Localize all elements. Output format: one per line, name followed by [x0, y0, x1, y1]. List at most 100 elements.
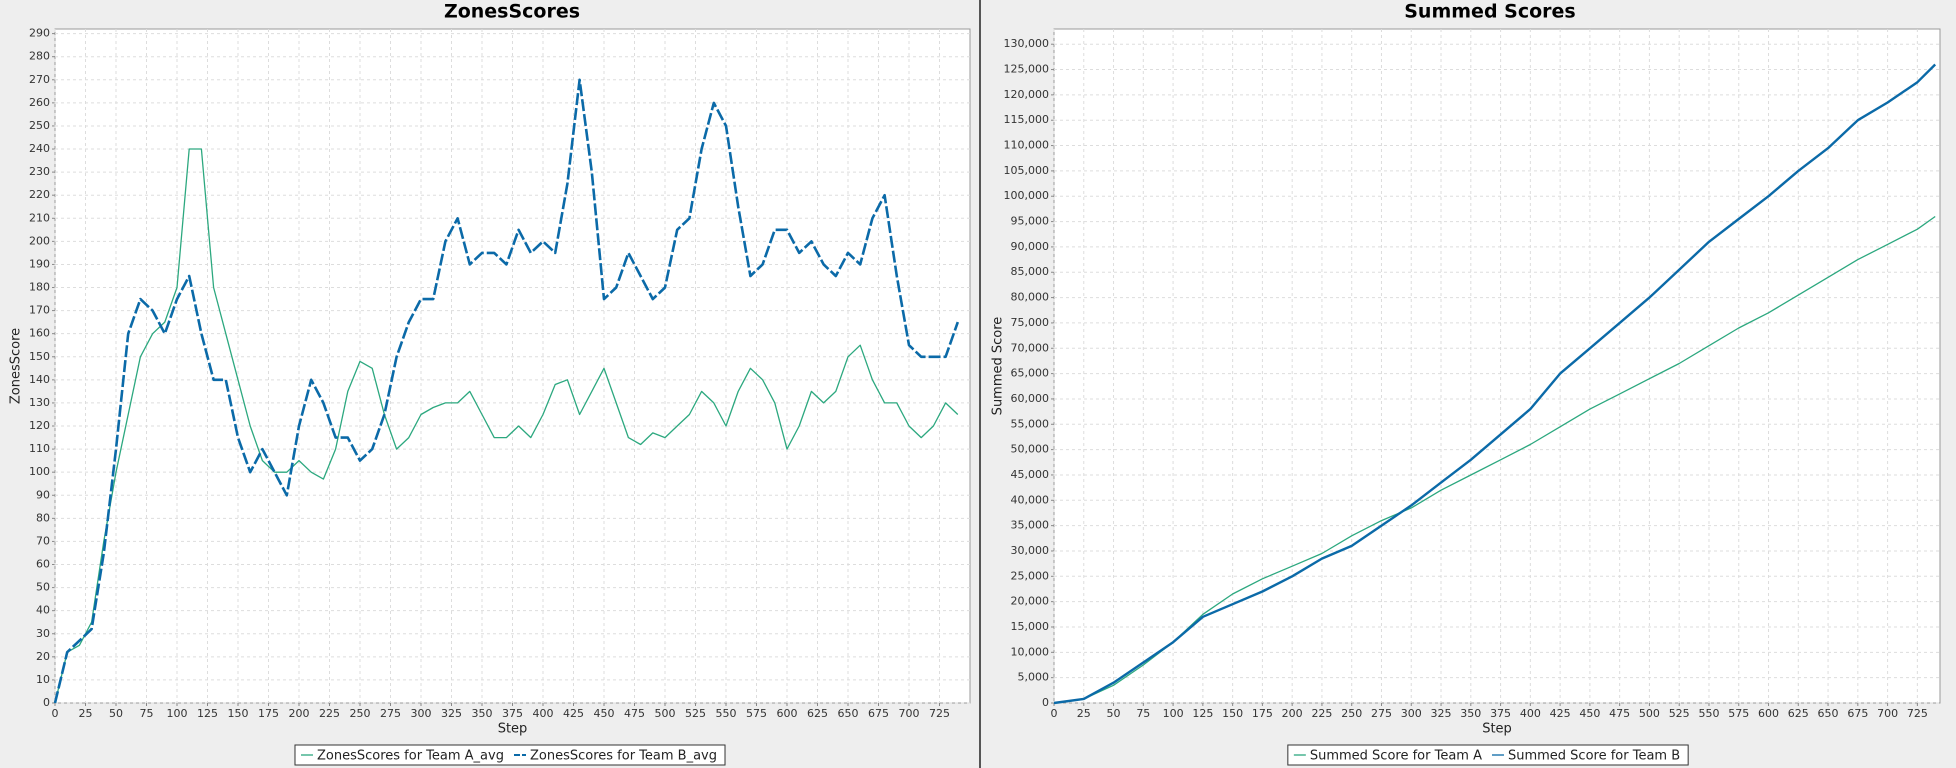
- x-tick-label: 375: [1490, 707, 1511, 720]
- y-tick-label: 70,000: [1011, 341, 1050, 354]
- y-tick-label: 0: [1042, 696, 1049, 709]
- legend: ZonesScores for Team A_avg ZonesScores fo…: [294, 744, 726, 766]
- x-tick-label: 50: [1107, 707, 1121, 720]
- y-tick-label: 90,000: [1011, 240, 1050, 253]
- legend-label: Summed Score for Team B: [1508, 749, 1680, 764]
- y-axis-label: ZonesScore: [9, 328, 24, 404]
- y-tick-label: 100,000: [1004, 189, 1050, 202]
- x-axis-label: Step: [498, 722, 528, 737]
- x-tick-label: 700: [899, 707, 920, 720]
- y-tick-label: 270: [29, 73, 50, 86]
- y-tick-label: 70: [36, 534, 50, 547]
- y-tick-label: 50: [36, 581, 50, 594]
- x-tick-label: 100: [167, 707, 188, 720]
- y-tick-label: 100: [29, 465, 50, 478]
- y-tick-label: 60,000: [1011, 392, 1050, 405]
- x-tick-label: 425: [1550, 707, 1571, 720]
- x-tick-label: 700: [1877, 707, 1898, 720]
- x-tick-label: 125: [197, 707, 218, 720]
- y-tick-label: 230: [29, 165, 50, 178]
- x-tick-label: 725: [1907, 707, 1928, 720]
- y-tick-label: 250: [29, 119, 50, 132]
- y-tick-label: 5,000: [1018, 671, 1050, 684]
- y-tick-label: 65,000: [1011, 367, 1050, 380]
- x-tick-label: 100: [1163, 707, 1184, 720]
- x-tick-label: 225: [1311, 707, 1332, 720]
- y-tick-label: 25,000: [1011, 569, 1050, 582]
- y-tick-label: 20: [36, 650, 50, 663]
- y-tick-label: 115,000: [1004, 113, 1050, 126]
- y-tick-label: 30,000: [1011, 544, 1050, 557]
- y-tick-label: 190: [29, 257, 50, 270]
- y-tick-label: 50,000: [1011, 443, 1050, 456]
- x-tick-label: 200: [289, 707, 310, 720]
- x-tick-label: 550: [1698, 707, 1719, 720]
- y-tick-label: 30: [36, 627, 50, 640]
- y-tick-label: 20,000: [1011, 595, 1050, 608]
- y-tick-label: 80,000: [1011, 291, 1050, 304]
- y-tick-label: 35,000: [1011, 519, 1050, 532]
- x-tick-label: 0: [1051, 707, 1058, 720]
- legend-box: [294, 744, 726, 766]
- y-tick-label: 0: [43, 696, 50, 709]
- y-tick-label: 15,000: [1011, 620, 1050, 633]
- x-tick-label: 150: [228, 707, 249, 720]
- x-tick-label: 200: [1282, 707, 1303, 720]
- x-tick-label: 625: [807, 707, 828, 720]
- y-tick-label: 95,000: [1011, 215, 1050, 228]
- legend-box: [1287, 744, 1689, 766]
- legend-label: ZonesScores for Team A_avg: [317, 749, 504, 764]
- x-tick-label: 275: [1371, 707, 1392, 720]
- x-tick-label: 75: [140, 707, 154, 720]
- y-tick-label: 85,000: [1011, 265, 1050, 278]
- x-tick-label: 500: [655, 707, 676, 720]
- y-tick-label: 60: [36, 558, 50, 571]
- x-tick-label: 450: [594, 707, 615, 720]
- x-tick-label: 175: [1252, 707, 1273, 720]
- x-tick-label: 0: [52, 707, 59, 720]
- y-tick-label: 160: [29, 327, 50, 340]
- x-tick-label: 250: [1341, 707, 1362, 720]
- y-tick-label: 55,000: [1011, 417, 1050, 430]
- x-tick-label: 675: [1847, 707, 1868, 720]
- x-tick-label: 600: [777, 707, 798, 720]
- x-tick-label: 400: [1520, 707, 1541, 720]
- x-tick-label: 300: [1401, 707, 1422, 720]
- x-tick-label: 25: [1077, 707, 1091, 720]
- y-tick-label: 125,000: [1004, 63, 1050, 76]
- x-tick-label: 525: [1669, 707, 1690, 720]
- plot-area: [1053, 28, 1941, 704]
- y-tick-label: 130: [29, 396, 50, 409]
- y-tick-label: 10: [36, 673, 50, 686]
- y-tick-label: 200: [29, 234, 50, 247]
- y-tick-label: 260: [29, 96, 50, 109]
- x-tick-label: 575: [1728, 707, 1749, 720]
- series-line: [1053, 63, 1937, 705]
- x-tick-label: 500: [1639, 707, 1660, 720]
- series-line: [54, 148, 959, 704]
- legend: Summed Score for Team A Summed Score for …: [1287, 744, 1689, 766]
- x-tick-label: 650: [838, 707, 859, 720]
- x-tick-label: 325: [1431, 707, 1452, 720]
- y-tick-label: 240: [29, 142, 50, 155]
- x-axis-label: Step: [1482, 722, 1512, 737]
- y-tick-label: 10,000: [1011, 645, 1050, 658]
- x-tick-label: 275: [380, 707, 401, 720]
- chart-title: ZonesScores: [444, 1, 580, 23]
- x-tick-label: 350: [1460, 707, 1481, 720]
- legend-label: ZonesScores for Team B_avg: [530, 749, 717, 764]
- x-tick-label: 475: [1609, 707, 1630, 720]
- x-tick-label: 625: [1788, 707, 1809, 720]
- x-tick-label: 25: [79, 707, 93, 720]
- x-tick-label: 525: [685, 707, 706, 720]
- y-tick-label: 290: [29, 27, 50, 40]
- x-tick-label: 425: [563, 707, 584, 720]
- y-tick-label: 110: [29, 442, 50, 455]
- x-tick-label: 175: [258, 707, 279, 720]
- x-tick-label: 125: [1192, 707, 1213, 720]
- x-tick-label: 475: [624, 707, 645, 720]
- x-tick-label: 325: [441, 707, 462, 720]
- x-tick-label: 75: [1136, 707, 1150, 720]
- y-axis-label: Summed Score: [991, 317, 1006, 416]
